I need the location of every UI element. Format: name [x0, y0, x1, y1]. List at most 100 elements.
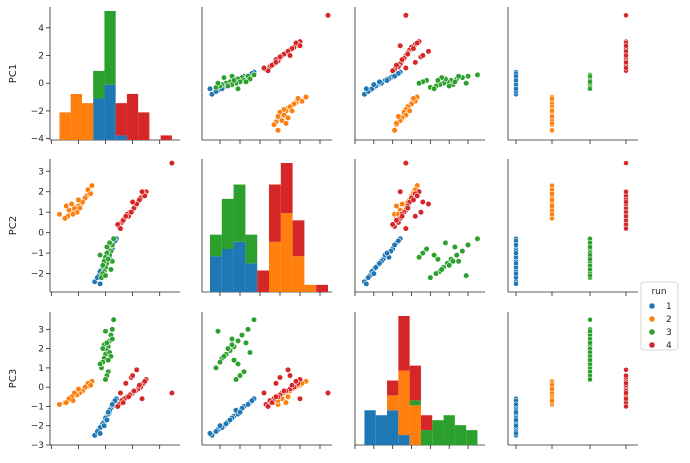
point-run-3: [446, 262, 453, 269]
point-run-4: [286, 52, 294, 59]
point-run-1: [370, 270, 377, 277]
point-run-4: [623, 43, 629, 49]
hist-bar-run-4: [387, 380, 399, 396]
hist-bar-run-3: [443, 415, 455, 445]
point-run-4: [129, 198, 136, 206]
point-run-4: [272, 59, 280, 66]
point-run-4: [623, 213, 629, 220]
point-run-4: [125, 393, 132, 400]
point-run-2: [274, 113, 282, 120]
point-run-3: [105, 357, 112, 364]
point-run-2: [549, 191, 555, 197]
point-run-4: [402, 12, 409, 19]
point-run-1: [105, 409, 112, 416]
point-run-4: [286, 372, 294, 379]
point-run-1: [372, 264, 379, 271]
point-run-3: [459, 247, 466, 255]
point-run-4: [389, 221, 396, 228]
point-run-4: [425, 48, 432, 55]
point-run-4: [268, 399, 276, 406]
hist-bar-run-3: [233, 184, 246, 242]
point-run-4: [122, 380, 129, 387]
point-run-1: [206, 430, 214, 437]
point-run-4: [276, 374, 284, 381]
hist-bar-run-1: [375, 415, 388, 445]
hist-bar-run-1: [387, 410, 399, 445]
point-run-4: [623, 65, 629, 71]
point-run-3: [453, 252, 460, 259]
point-run-3: [587, 272, 593, 279]
panel-PC1-vs-PC3: [354, 7, 485, 144]
point-run-2: [549, 108, 555, 114]
point-run-3: [110, 235, 117, 242]
point-run-3: [434, 77, 441, 84]
legend-label-run-2: 2: [666, 315, 672, 325]
point-run-2: [88, 182, 96, 189]
point-run-2: [288, 107, 296, 115]
y-axis-label: PC1: [8, 64, 19, 83]
point-run-2: [75, 196, 82, 204]
y-axis-label: PC2: [8, 216, 19, 235]
point-run-2: [270, 121, 278, 128]
point-run-4: [276, 53, 284, 60]
point-run-1: [513, 422, 519, 429]
point-run-4: [393, 217, 400, 224]
point-run-4: [284, 366, 292, 373]
point-run-1: [513, 417, 519, 423]
point-run-3: [236, 372, 244, 379]
y-tick-label: 0: [38, 229, 44, 239]
point-run-3: [224, 345, 232, 352]
point-run-1: [513, 242, 519, 248]
hist-bar-run-4: [292, 220, 305, 257]
point-run-3: [587, 357, 593, 363]
point-run-4: [260, 389, 268, 397]
point-run-4: [117, 389, 124, 397]
point-run-3: [423, 245, 430, 253]
hist-bar-run-1: [210, 256, 222, 292]
y-tick-label: 0: [38, 383, 44, 393]
panel-PC2-vs-PC2: [201, 159, 332, 296]
point-run-1: [363, 85, 370, 92]
point-run-4: [623, 380, 629, 387]
point-run-2: [282, 120, 290, 127]
hist-bar-run-1: [364, 410, 376, 445]
hist-bar-run-3: [104, 11, 116, 85]
point-run-1: [391, 73, 398, 80]
point-run-3: [415, 80, 423, 87]
point-run-4: [419, 52, 426, 59]
hist-bar-run-4: [316, 284, 328, 292]
y-tick-label: −2: [31, 107, 44, 117]
point-run-2: [549, 120, 555, 127]
point-run-4: [397, 42, 404, 49]
point-run-3: [97, 252, 104, 259]
hist-bar-run-4: [138, 112, 150, 140]
panel-PC3-vs-PC2: [201, 312, 332, 449]
hist-bar-run-2: [269, 241, 281, 292]
point-run-1: [236, 409, 244, 416]
point-run-3: [109, 326, 116, 333]
point-run-2: [63, 202, 70, 210]
point-run-3: [214, 328, 222, 335]
point-run-1: [513, 260, 519, 267]
point-run-1: [513, 85, 519, 92]
y-tick-label: −2: [31, 422, 44, 432]
legend-marker-run-2: [648, 315, 656, 323]
point-run-4: [292, 378, 300, 385]
point-run-3: [102, 328, 109, 335]
point-run-4: [168, 389, 175, 397]
y-tick-label: 1: [38, 364, 44, 374]
panel-PC1-vs-run: [507, 7, 638, 144]
point-run-4: [272, 380, 280, 387]
point-run-2: [395, 113, 402, 120]
point-run-3: [464, 73, 472, 80]
point-run-3: [587, 376, 593, 383]
point-run-3: [419, 250, 426, 257]
point-run-4: [393, 62, 400, 69]
point-run-3: [434, 256, 441, 263]
point-run-3: [587, 328, 593, 335]
hist-bar-run-1: [245, 263, 258, 292]
point-run-2: [69, 397, 77, 404]
point-run-4: [138, 188, 146, 195]
hist-bar-run-4: [160, 135, 172, 140]
hist-bar-run-4: [257, 270, 269, 292]
